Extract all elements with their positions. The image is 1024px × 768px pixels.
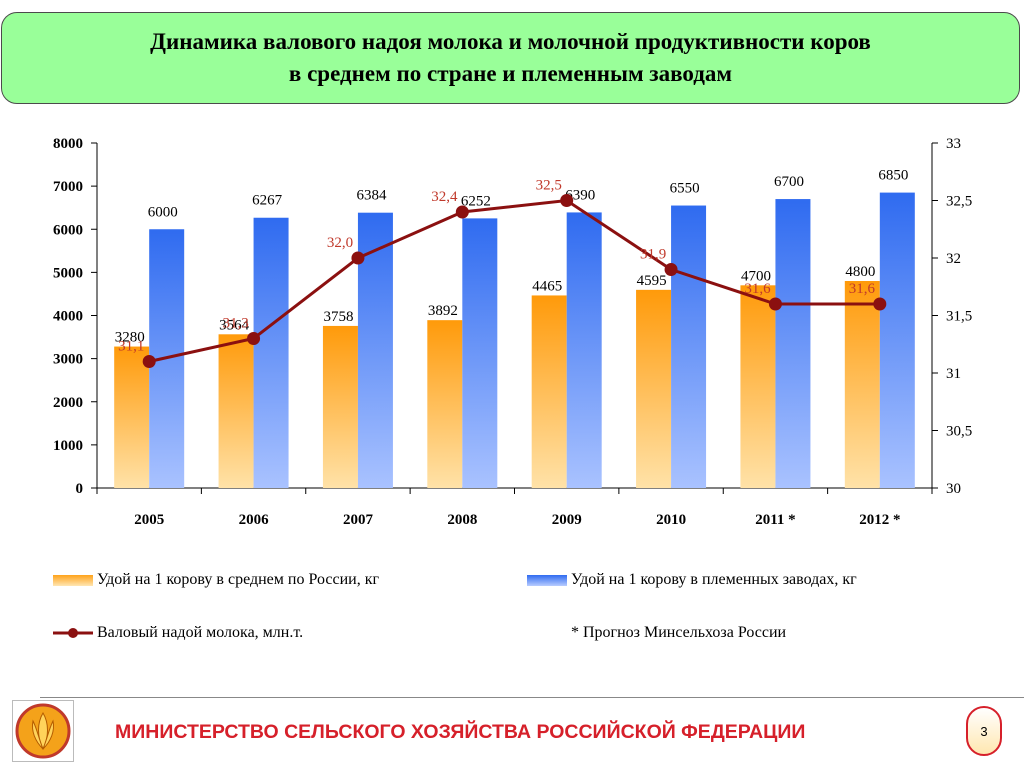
wheat-emblem-icon (12, 700, 74, 762)
bar-breeding-plants-label: 6384 (356, 188, 387, 204)
line-gross-yield-label: 31,9 (640, 247, 666, 263)
line-gross-yield (148, 198, 880, 363)
bar-avg-russia-label: 3758 (323, 309, 353, 325)
legend-avg-russia-swatch (53, 574, 93, 586)
line-gross-yield-label: 31,6 (744, 281, 771, 297)
bar-breeding-plants-label: 6850 (878, 168, 908, 184)
legend-avg-russia-label: Удой на 1 корову в среднем по России, кг (97, 571, 380, 588)
bar-avg-russia-label: 4595 (637, 273, 667, 289)
bar-breeding-plants-label: 6252 (461, 193, 491, 209)
bar-avg-russia (531, 295, 567, 488)
line-gross-yield-point (455, 205, 469, 219)
y-right-tick-label: 33 (946, 136, 961, 152)
y-right-tick-label: 32 (946, 251, 961, 267)
line-gross-yield-label: 32,4 (431, 189, 458, 205)
line-gross-yield-label: 31,6 (849, 281, 876, 297)
y-left-tick-label: 4000 (53, 309, 83, 325)
y-left-tick-label: 0 (76, 481, 84, 497)
line-gross-yield-point (351, 251, 365, 265)
x-tick-label: 2005 (134, 512, 164, 528)
line-gross-yield-label: 31,3 (222, 316, 248, 332)
bar-avg-russia-label: 4800 (845, 264, 875, 280)
bar-avg-russia-label: 3280 (115, 330, 145, 346)
y-right-tick-label: 32,5 (946, 194, 972, 210)
y-left-tick-label: 1000 (53, 438, 83, 454)
legend-gross-yield: Валовый надой молока, млн.т. (53, 624, 303, 642)
x-tick-label: 2007 (343, 512, 374, 528)
bar-breeding-plants (566, 212, 602, 488)
legend-avg-russia: Удой на 1 корову в среднем по России, кг (53, 571, 379, 589)
bar-avg-russia (218, 334, 254, 488)
bar-breeding-plants-label: 6267 (252, 193, 283, 209)
y-left-tick-label: 2000 (53, 395, 83, 411)
line-gross-yield-point (768, 297, 782, 311)
y-left-tick-label: 8000 (53, 136, 83, 152)
legend-breeding-plants-label: Удой на 1 корову в племенных заводах, кг (571, 571, 857, 588)
line-gross-yield-point (873, 297, 887, 311)
line-gross-yield-point (664, 263, 678, 276)
bar-breeding-plants (253, 217, 289, 488)
bar-avg-russia-label: 3564 (219, 317, 250, 333)
combo-chart: 0 1000 2000 3000 4000 5000 6000 7000 8000 30 30,5 3… (53, 136, 972, 528)
bar-breeding-plants (775, 199, 811, 488)
bar-avg-russia-label: 4700 (741, 268, 771, 284)
line-gross-yield-label: 31,1 (118, 339, 144, 355)
footer-ministry-name: МИНИСТЕРСТВО СЕЛЬСКОГО ХОЗЯЙСТВА РОССИЙС… (115, 721, 806, 743)
x-tick-label: 2006 (239, 512, 270, 528)
legend-breeding-plants-swatch (527, 574, 567, 586)
bar-avg-russia (844, 281, 880, 488)
y-right-tick-label: 30 (946, 481, 961, 497)
bar-breeding-plants-label: 6700 (774, 174, 804, 190)
bar-breeding-plants-label: 6000 (148, 204, 178, 220)
bar-breeding-plants (462, 218, 498, 488)
forecast-note: * Прогноз Минсельхоза России (571, 624, 787, 641)
legend-gross-yield-label: Валовый надой молока, млн.т. (97, 624, 304, 641)
line-gross-yield-point (560, 194, 574, 207)
legend-gross-yield-swatch (53, 628, 93, 638)
line-gross-yield-label: 32,0 (327, 235, 353, 251)
slide-title-box: Динамика валового надоя молока и молочно… (1, 12, 1020, 104)
x-tick-label: 2012 * (859, 512, 900, 528)
bar-breeding-plants-label: 6550 (670, 181, 700, 197)
bar-avg-russia (322, 325, 358, 488)
slide-title-line1: Динамика валового надоя молока и молочно… (150, 29, 871, 54)
bar-avg-russia (740, 285, 776, 488)
bar-breeding-plants (357, 212, 393, 488)
bar-breeding-plants (671, 205, 707, 488)
legend-breeding-plants: Удой на 1 корову в племенных заводах, кг (527, 571, 857, 589)
bar-avg-russia-label: 4465 (532, 278, 562, 294)
page-number: 3 (966, 706, 1002, 756)
y-left-tick-label: 6000 (53, 222, 83, 238)
x-tick-label: 2011 * (755, 512, 795, 528)
x-tick-label: 2009 (552, 512, 582, 528)
y-left-tick-label: 7000 (53, 179, 83, 195)
x-tick-label: 2010 (656, 512, 686, 528)
x-tick-label: 2008 (447, 512, 477, 528)
y-left-tick-label: 3000 (53, 352, 83, 368)
bar-avg-russia (427, 320, 463, 488)
y-right-tick-label: 31,5 (946, 309, 972, 325)
line-gross-yield-label: 32,5 (536, 178, 562, 194)
line-gross-yield-point (247, 332, 261, 345)
y-right-tick-label: 31 (946, 366, 961, 382)
footer-divider (40, 697, 1024, 698)
bar-avg-russia (114, 346, 150, 488)
bar-avg-russia-label: 3892 (428, 303, 458, 319)
y-right-tick-label: 30,5 (946, 424, 972, 440)
slide-title-line2: в среднем по стране и племенным заводам (288, 61, 733, 86)
line-gross-yield-point (142, 355, 156, 368)
bar-avg-russia (636, 289, 672, 488)
y-left-tick-label: 5000 (53, 265, 83, 281)
bar-breeding-plants (879, 192, 915, 488)
